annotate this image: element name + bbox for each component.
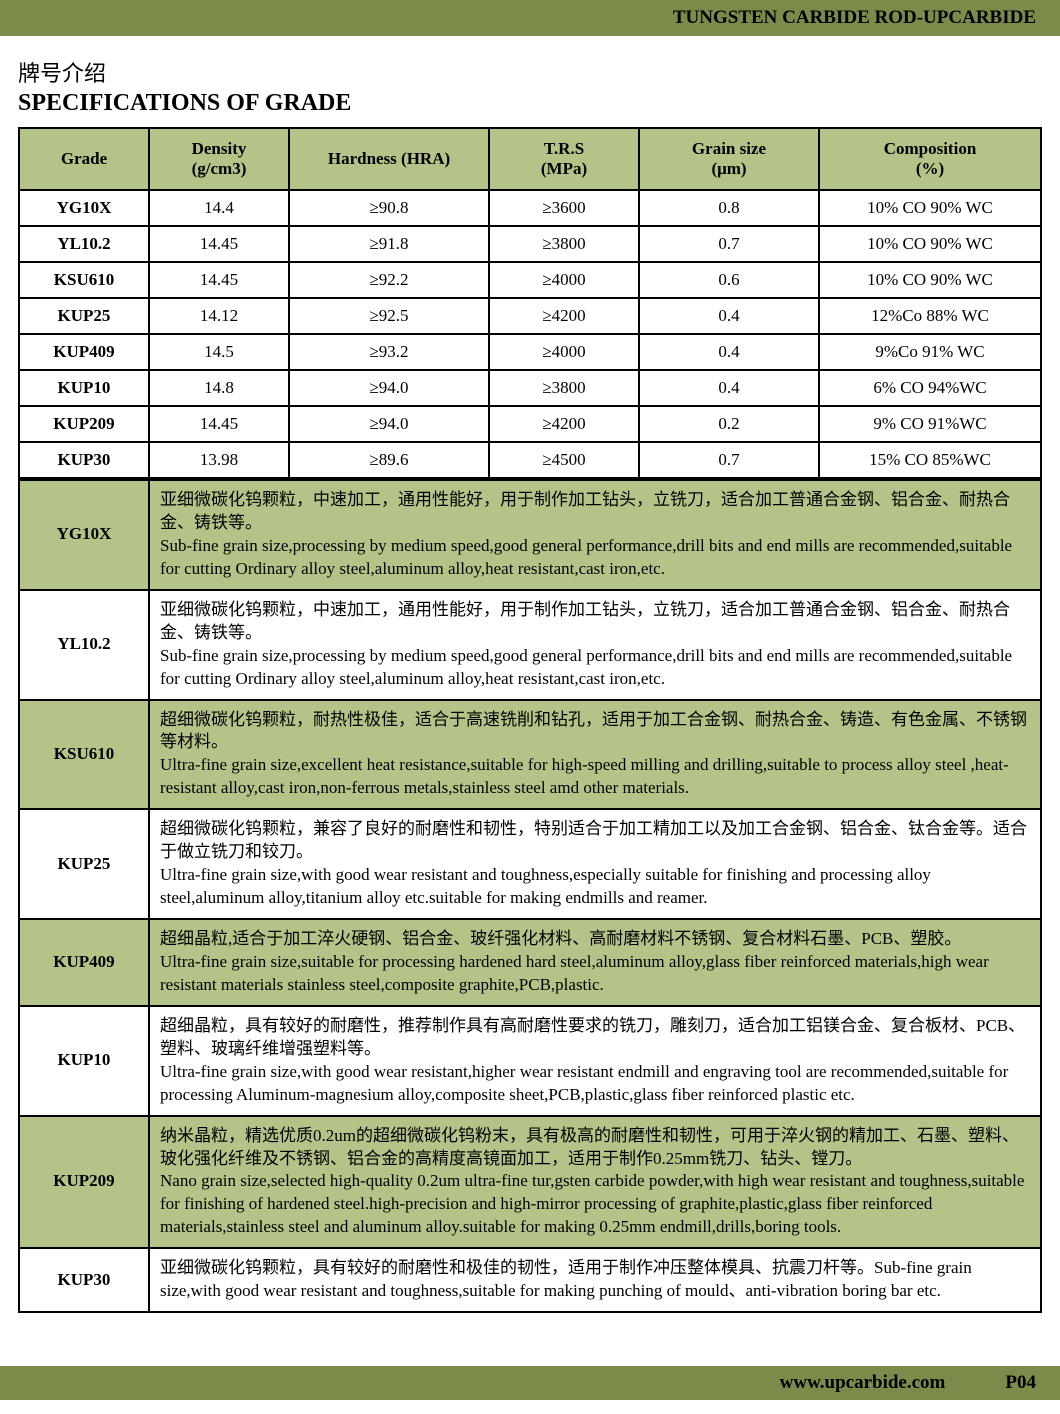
top-bar: TUNGSTEN CARBIDE ROD-UPCARBIDE [0, 0, 1060, 36]
spec-cell: ≥4200 [489, 298, 639, 334]
spec-cell: 10% CO 90% WC [819, 262, 1041, 298]
spec-cell: ≥92.5 [289, 298, 489, 334]
spec-cell: 10% CO 90% WC [819, 226, 1041, 262]
desc-text-cell: 纳米晶粒，精选优质0.2um的超细微碳化钨粉末，具有极高的耐磨性和韧性，可用于淬… [149, 1116, 1041, 1249]
desc-text-cell: 亚细微碳化钨颗粒，中速加工，通用性能好，用于制作加工钻头，立铣刀，适合加工普通合… [149, 590, 1041, 700]
spec-cell: ≥94.0 [289, 406, 489, 442]
spec-cell: ≥3800 [489, 370, 639, 406]
desc-text-cell: 超细晶粒,适合于加工淬火硬钢、铝合金、玻纤强化材料、高耐磨材料不锈钢、复合材料石… [149, 919, 1041, 1006]
table-row: YL10.2亚细微碳化钨颗粒，中速加工，通用性能好，用于制作加工钻头，立铣刀，适… [19, 590, 1041, 700]
spec-cell: YG10X [19, 190, 149, 226]
spec-cell: ≥4500 [489, 442, 639, 478]
bottom-bar: www.upcarbide.com P04 [0, 1366, 1060, 1400]
spec-cell: KUP30 [19, 442, 149, 478]
spec-cell: ≥94.0 [289, 370, 489, 406]
table-row: KSU610超细微碳化钨颗粒，耐热性极佳，适合于高速铣削和钻孔，适用于加工合金钢… [19, 700, 1041, 810]
desc-grade-cell: KUP30 [19, 1248, 149, 1312]
spec-cell: 14.45 [149, 226, 289, 262]
table-row: KUP40914.5≥93.2≥40000.49%Co 91% WC [19, 334, 1041, 370]
footer-page: P04 [1005, 1372, 1036, 1394]
table-row: KUP209纳米晶粒，精选优质0.2um的超细微碳化钨粉末，具有极高的耐磨性和韧… [19, 1116, 1041, 1249]
spec-header-cell: Hardness (HRA) [289, 128, 489, 190]
spec-cell: ≥3600 [489, 190, 639, 226]
spec-cell: 0.4 [639, 370, 819, 406]
spec-cell: 0.4 [639, 334, 819, 370]
spec-cell: 14.12 [149, 298, 289, 334]
spec-header-cell: Grain size(μm) [639, 128, 819, 190]
table-row: KUP10超细晶粒，具有较好的耐磨性，推荐制作具有高耐磨性要求的铣刀，雕刻刀，适… [19, 1006, 1041, 1116]
desc-grade-cell: YL10.2 [19, 590, 149, 700]
spec-cell: YL10.2 [19, 226, 149, 262]
desc-grade-cell: KUP209 [19, 1116, 149, 1249]
spec-cell: KUP10 [19, 370, 149, 406]
spec-cell: 14.4 [149, 190, 289, 226]
spec-cell: 0.8 [639, 190, 819, 226]
spec-cell: ≥4000 [489, 334, 639, 370]
spec-cell: KSU610 [19, 262, 149, 298]
spec-cell: 6% CO 94%WC [819, 370, 1041, 406]
spec-cell: ≥4000 [489, 262, 639, 298]
spec-cell: 14.5 [149, 334, 289, 370]
spec-cell: 10% CO 90% WC [819, 190, 1041, 226]
spec-header-cell: T.R.S(MPa) [489, 128, 639, 190]
spec-cell: 0.4 [639, 298, 819, 334]
desc-grade-cell: KUP409 [19, 919, 149, 1006]
subtitle-chinese: 牌号介绍 [18, 56, 1042, 88]
spec-table: GradeDensity(g/cm3)Hardness (HRA)T.R.S(M… [18, 127, 1042, 479]
description-table: YG10X亚细微碳化钨颗粒，中速加工，通用性能好，用于制作加工钻头，立铣刀，适合… [18, 479, 1042, 1313]
desc-text-cell: 超细微碳化钨颗粒，耐热性极佳，适合于高速铣削和钻孔，适用于加工合金钢、耐热合金、… [149, 700, 1041, 810]
table-row: KUP25超细微碳化钨颗粒，兼容了良好的耐磨性和韧性，特别适合于加工精加工以及加… [19, 809, 1041, 919]
table-row: KUP1014.8≥94.0≥38000.46% CO 94%WC [19, 370, 1041, 406]
spec-cell: 0.2 [639, 406, 819, 442]
spec-cell: ≥91.8 [289, 226, 489, 262]
spec-cell: 9% CO 91%WC [819, 406, 1041, 442]
desc-grade-cell: KUP25 [19, 809, 149, 919]
table-row: KUP409超细晶粒,适合于加工淬火硬钢、铝合金、玻纤强化材料、高耐磨材料不锈钢… [19, 919, 1041, 1006]
table-row: KUP20914.45≥94.0≥42000.29% CO 91%WC [19, 406, 1041, 442]
spec-cell: 0.7 [639, 442, 819, 478]
table-row: KSU61014.45≥92.2≥40000.610% CO 90% WC [19, 262, 1041, 298]
spec-cell: 9%Co 91% WC [819, 334, 1041, 370]
spec-cell: 14.45 [149, 406, 289, 442]
spec-cell: 12%Co 88% WC [819, 298, 1041, 334]
spec-cell: ≥3800 [489, 226, 639, 262]
spec-cell: 13.98 [149, 442, 289, 478]
spec-header-cell: Composition(%) [819, 128, 1041, 190]
table-row: KUP3013.98≥89.6≥45000.715% CO 85%WC [19, 442, 1041, 478]
table-row: KUP2514.12≥92.5≥42000.412%Co 88% WC [19, 298, 1041, 334]
desc-grade-cell: KUP10 [19, 1006, 149, 1116]
content-area: 牌号介绍 SPECIFICATIONS OF GRADE GradeDensit… [0, 36, 1060, 1313]
spec-cell: KUP25 [19, 298, 149, 334]
spec-cell: 14.8 [149, 370, 289, 406]
spec-cell: ≥93.2 [289, 334, 489, 370]
table-row: YG10X亚细微碳化钨颗粒，中速加工，通用性能好，用于制作加工钻头，立铣刀，适合… [19, 480, 1041, 590]
desc-text-cell: 超细微碳化钨颗粒，兼容了良好的耐磨性和韧性，特别适合于加工精加工以及加工合金钢、… [149, 809, 1041, 919]
spec-header-cell: Density(g/cm3) [149, 128, 289, 190]
table-row: YL10.214.45≥91.8≥38000.710% CO 90% WC [19, 226, 1041, 262]
desc-grade-cell: YG10X [19, 480, 149, 590]
table-row: KUP30亚细微碳化钨颗粒，具有较好的耐磨性和极佳的韧性，适用于制作冲压整体模具… [19, 1248, 1041, 1312]
title-english: SPECIFICATIONS OF GRADE [18, 90, 1042, 117]
spec-cell: ≥92.2 [289, 262, 489, 298]
spec-cell: ≥89.6 [289, 442, 489, 478]
spec-cell: KUP409 [19, 334, 149, 370]
table-row: YG10X14.4≥90.8≥36000.810% CO 90% WC [19, 190, 1041, 226]
spec-header-cell: Grade [19, 128, 149, 190]
footer-url: www.upcarbide.com [780, 1372, 946, 1394]
top-bar-title: TUNGSTEN CARBIDE ROD-UPCARBIDE [673, 7, 1036, 29]
desc-grade-cell: KSU610 [19, 700, 149, 810]
spec-cell: ≥90.8 [289, 190, 489, 226]
desc-text-cell: 亚细微碳化钨颗粒，中速加工，通用性能好，用于制作加工钻头，立铣刀，适合加工普通合… [149, 480, 1041, 590]
spec-cell: 14.45 [149, 262, 289, 298]
spec-cell: 0.6 [639, 262, 819, 298]
desc-text-cell: 超细晶粒，具有较好的耐磨性，推荐制作具有高耐磨性要求的铣刀，雕刻刀，适合加工铝镁… [149, 1006, 1041, 1116]
spec-cell: 0.7 [639, 226, 819, 262]
spec-cell: KUP209 [19, 406, 149, 442]
desc-text-cell: 亚细微碳化钨颗粒，具有较好的耐磨性和极佳的韧性，适用于制作冲压整体模具、抗震刀杆… [149, 1248, 1041, 1312]
spec-cell: ≥4200 [489, 406, 639, 442]
spec-cell: 15% CO 85%WC [819, 442, 1041, 478]
